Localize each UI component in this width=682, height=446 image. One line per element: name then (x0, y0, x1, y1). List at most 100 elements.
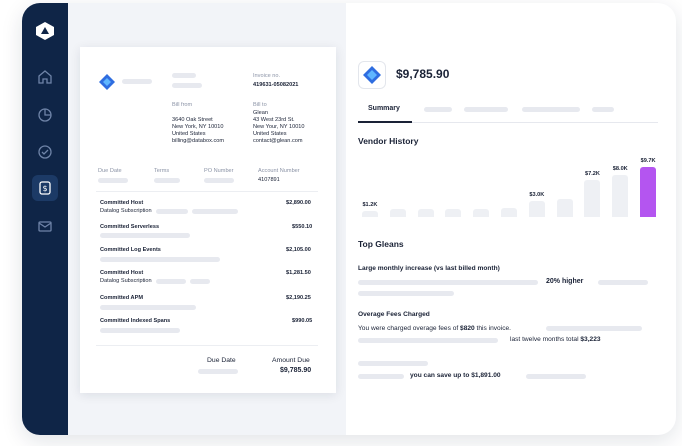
chart-bar (473, 208, 490, 217)
chart-data-label: $1.2K (362, 201, 378, 208)
placeholder-bar (156, 279, 186, 284)
meta-header-po-number: PO Number (204, 168, 234, 174)
tab-placeholder[interactable] (424, 107, 452, 112)
glean-2-line-1: You were charged overage fees of $820 th… (358, 325, 511, 332)
bill-to-address: Glean 43 West 23rd St. New Your, NY 1001… (253, 110, 305, 144)
placeholder-bar (598, 280, 648, 285)
line-item-amount: $2,190.25 (286, 295, 311, 301)
line-item-amount: $1,281.50 (286, 270, 311, 276)
bill-to-label: Bill to (253, 102, 267, 108)
meta-header-due-date: Due Date (98, 168, 122, 174)
line-item-sub: Datalog Subscription (100, 278, 152, 284)
placeholder-bar (100, 257, 220, 262)
placeholder-bar (172, 83, 202, 88)
placeholder-bar (190, 279, 210, 284)
bill-from-address: 3640 Oak Street New York, NY 10010 Unite… (172, 117, 225, 144)
tab-divider (358, 122, 658, 123)
placeholder-bar (192, 209, 238, 214)
footer-due-date-label: Due Date (207, 357, 236, 364)
invoice-number-label: Invoice no. (253, 73, 281, 79)
placeholder-bar (100, 328, 180, 333)
chart-data-label: $8.0K (612, 166, 628, 173)
placeholder-bar (526, 374, 586, 379)
line-item-name: Committed Host (100, 200, 144, 206)
placeholder-bar (100, 233, 190, 238)
chart-bar (389, 209, 406, 217)
placeholder-bar (198, 369, 238, 374)
panel-amount: $9,785.90 (396, 67, 450, 81)
chart-bar (556, 198, 573, 217)
top-gleans-title: Top Gleans (358, 239, 404, 249)
line-item-amount: $2,890.00 (286, 200, 311, 206)
glean-2-line-2: last twelve months total $3,223 (510, 336, 601, 343)
invoice-document: Invoice no. 419631-05082021 Bill from 36… (80, 47, 336, 393)
divider (96, 345, 318, 346)
tab-placeholder[interactable] (522, 107, 580, 112)
glean-1-value: 20% higher (546, 278, 584, 285)
line-item-name: Committed Indexed Spans (100, 318, 171, 324)
mail-icon[interactable] (35, 216, 55, 236)
sidebar: $ (22, 3, 68, 435)
placeholder-bar (358, 374, 404, 379)
glean-2-title: Overage Fees Charged (358, 311, 430, 318)
chart-data-label: $7.2K (584, 170, 600, 177)
sidebar-active-highlight (32, 175, 58, 201)
vendor-logo-icon (98, 73, 116, 91)
chart-data-label: $9.7K (640, 157, 656, 164)
glean-3-text: you can save up to $1,891.00 (410, 372, 501, 379)
bill-from-label: Bill from (172, 102, 193, 108)
chart-data-label: $3.0K (529, 192, 545, 199)
divider (96, 191, 318, 192)
tab-summary[interactable]: Summary (368, 105, 400, 112)
check-circle-icon[interactable] (35, 142, 55, 162)
invoice-area: Invoice no. 419631-05082021 Bill from 36… (68, 3, 386, 435)
logo-icon[interactable] (35, 21, 55, 41)
chart-bar (584, 179, 601, 217)
summary-panel: $9,785.90 Summary Vendor History $1.2K $3… (346, 3, 676, 435)
account-number-value: 4107891 (258, 177, 280, 183)
app-window: $ Invoice no. 419631-05082021 Bill from … (22, 3, 676, 435)
line-item-amount: $2,105.00 (286, 247, 311, 253)
glean-1-title: Large monthly increase (vs last billed m… (358, 265, 500, 272)
line-item-name: Committed APM (100, 295, 143, 301)
invoice-number-value: 419631-05082021 (253, 82, 299, 88)
svg-text:$: $ (42, 184, 47, 193)
dollar-icon[interactable]: $ (35, 178, 55, 198)
line-item-name: Committed Log Events (100, 247, 161, 253)
placeholder-bar (204, 178, 234, 183)
vendor-history-chart: $1.2K $3.0K $7.2K $8.0K $9.7K (356, 151, 662, 217)
placeholder-bar (546, 326, 642, 331)
home-icon[interactable] (35, 67, 55, 87)
placeholder-bar (358, 291, 454, 296)
pie-chart-icon[interactable] (35, 105, 55, 125)
placeholder-bar (98, 178, 128, 183)
vendor-logo-icon (358, 61, 386, 89)
meta-header-terms: Terms (154, 168, 170, 174)
meta-header-account-number: Account Number (258, 168, 300, 174)
line-item-amount: $550.10 (292, 224, 313, 230)
placeholder-bar (156, 209, 188, 214)
line-item-name: Committed Serverless (100, 224, 160, 230)
placeholder-bar (154, 178, 180, 183)
chart-bar (501, 208, 517, 217)
footer-amount-due-label: Amount Due (272, 357, 310, 364)
placeholder-bar (100, 305, 196, 310)
tab-placeholder[interactable] (592, 107, 614, 112)
chart-bar (640, 166, 657, 217)
chart-bar (361, 210, 378, 217)
footer-amount-due-value: $9,785.90 (280, 367, 312, 374)
line-item-amount: $990.05 (292, 318, 313, 324)
vendor-history-title: Vendor History (358, 136, 419, 146)
placeholder-bar (358, 361, 428, 366)
tab-active-underline (358, 121, 412, 123)
line-item-sub: Datalog Subscription (100, 208, 152, 214)
chart-bar (445, 208, 462, 217)
chart-bar (612, 175, 629, 217)
chart-bar (528, 201, 545, 217)
placeholder-bar (358, 280, 538, 285)
line-item-name: Committed Host (100, 270, 144, 276)
placeholder-bar (172, 73, 196, 78)
placeholder-bar (358, 338, 498, 343)
chart-bar (417, 209, 434, 217)
tab-placeholder[interactable] (464, 107, 508, 112)
